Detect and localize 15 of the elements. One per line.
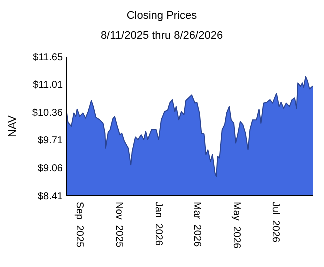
y-tick-label: $10.36 [32, 108, 64, 119]
x-tick-label: May 2026 [230, 202, 242, 250]
x-tick-label: Jan 2026 [153, 202, 164, 246]
y-tick-label: $11.01 [33, 80, 64, 91]
y-tick-label: $9.06 [38, 164, 64, 175]
x-tick-label: Nov 2025 [114, 202, 125, 248]
y-tick-label: $8.41 [38, 192, 64, 202]
chart-title: Closing Prices [126, 10, 198, 22]
y-axis-title: NAV [7, 114, 19, 138]
y-tick-label: $9.71 [38, 136, 64, 147]
x-tick-label: Jul 2026 [270, 202, 282, 244]
y-tick-label: $11.65 [33, 52, 64, 64]
x-tick-label: Mar 2026 [191, 202, 202, 248]
chart-subtitle: 8/11/2025 thru 8/26/2026 [100, 30, 224, 42]
x-tick-label: Sep 2025 [74, 202, 86, 248]
